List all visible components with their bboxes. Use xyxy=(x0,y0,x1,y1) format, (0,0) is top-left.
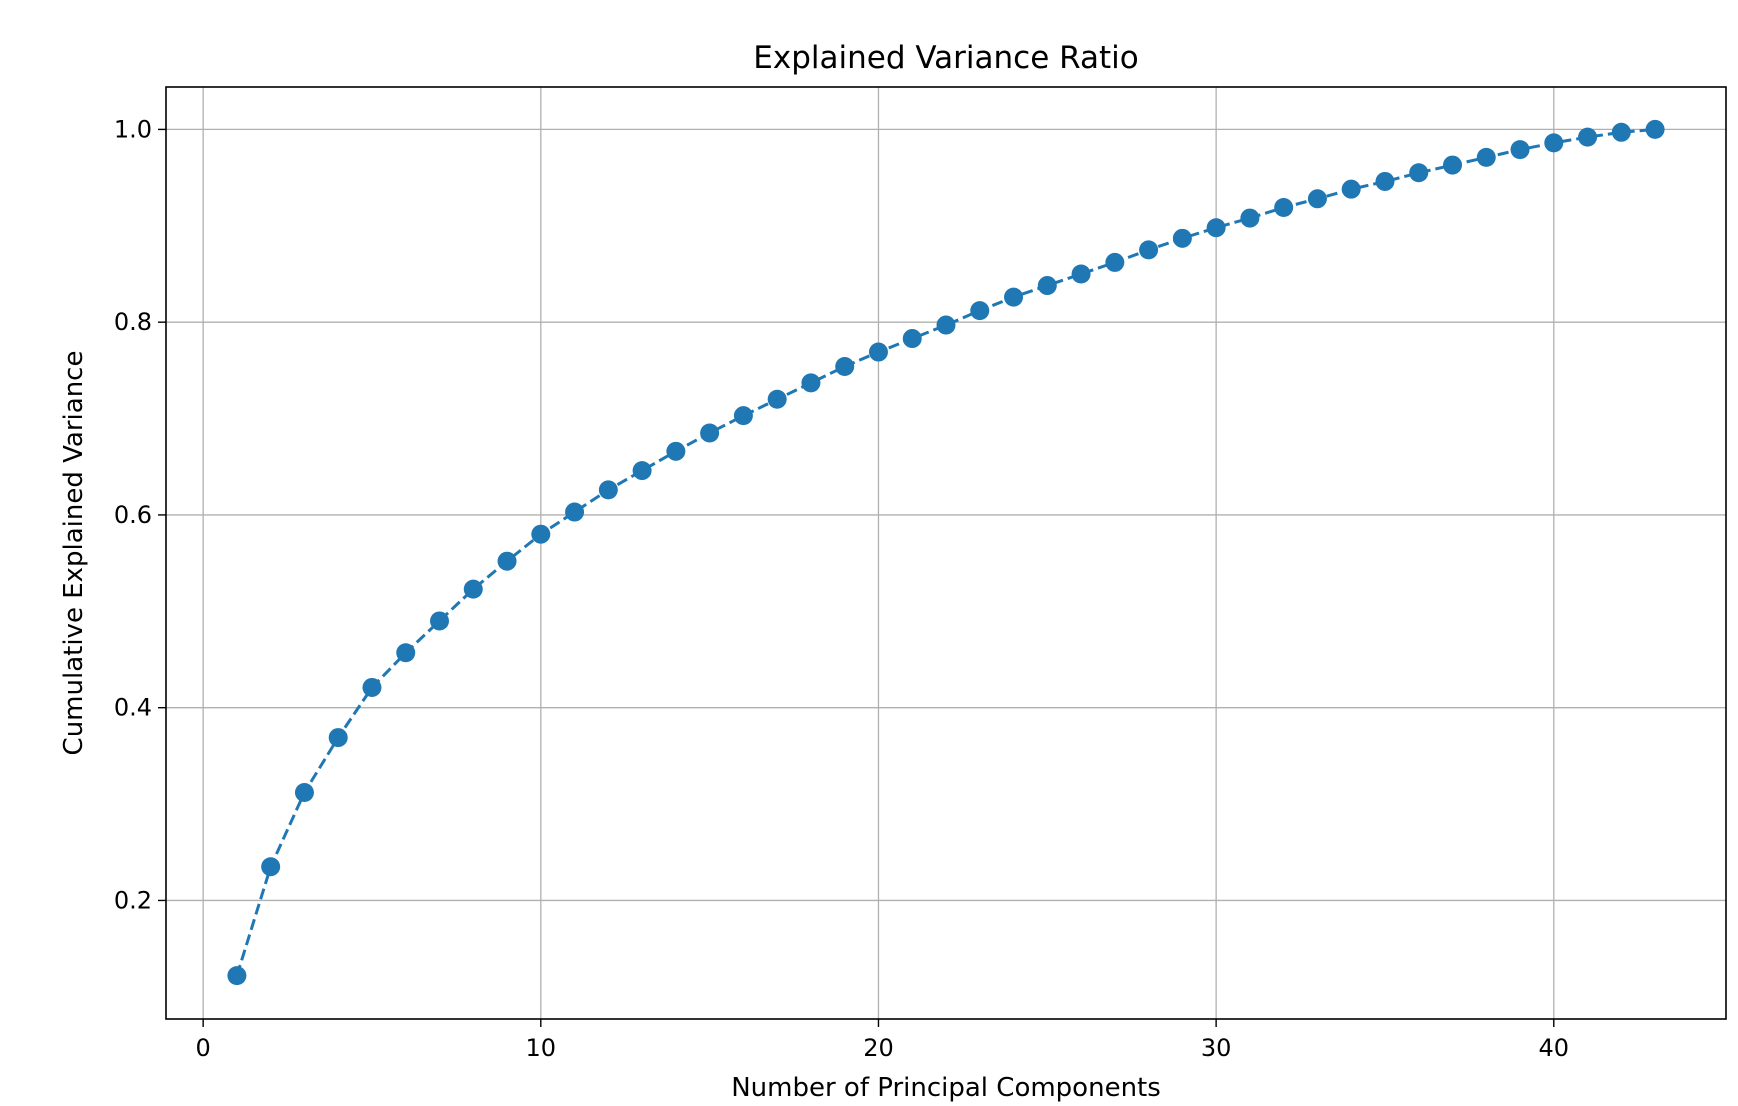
data-point xyxy=(1409,163,1429,183)
data-point xyxy=(1004,287,1024,307)
data-point xyxy=(227,966,247,986)
x-tick-label: 30 xyxy=(1201,1034,1232,1062)
data-point xyxy=(362,677,382,697)
data-point xyxy=(1071,264,1091,284)
x-tick-label: 40 xyxy=(1539,1034,1570,1062)
x-tick-label: 10 xyxy=(526,1034,557,1062)
data-point xyxy=(801,373,821,393)
data-point xyxy=(328,728,348,748)
y-tick-label: 0.8 xyxy=(114,308,152,336)
data-point xyxy=(1442,155,1462,175)
data-point xyxy=(970,301,990,321)
data-point xyxy=(1037,276,1057,296)
data-point xyxy=(835,357,855,377)
data-point xyxy=(261,857,281,877)
data-point xyxy=(767,389,787,409)
y-tick-label: 0.2 xyxy=(114,886,152,914)
data-point xyxy=(497,551,517,571)
data-point xyxy=(1645,119,1665,139)
data-point xyxy=(902,329,922,349)
data-point xyxy=(868,342,888,362)
data-point xyxy=(632,461,652,481)
data-point xyxy=(1544,133,1564,153)
data-point xyxy=(1274,197,1294,217)
data-point xyxy=(700,423,720,443)
data-point xyxy=(666,441,686,461)
series-cumulative-variance xyxy=(227,119,1665,986)
data-point xyxy=(463,579,483,599)
data-point xyxy=(1341,179,1361,199)
data-point xyxy=(430,611,450,631)
data-point xyxy=(1578,127,1598,147)
data-point xyxy=(1375,171,1395,191)
x-axis-ticks: 0 10 20 30 40 xyxy=(196,1019,1570,1062)
x-tick-label: 0 xyxy=(196,1034,211,1062)
y-axis-label: Cumulative Explained Variance xyxy=(59,351,89,756)
x-tick-label: 20 xyxy=(863,1034,894,1062)
data-point xyxy=(565,502,585,522)
data-point xyxy=(531,524,551,544)
data-point xyxy=(1139,240,1159,260)
data-point xyxy=(294,783,314,803)
data-point xyxy=(1611,122,1631,142)
data-point xyxy=(936,315,956,335)
y-tick-label: 1.0 xyxy=(114,115,152,143)
data-point xyxy=(1476,147,1496,167)
data-point xyxy=(1172,228,1192,248)
chart-title: Explained Variance Ratio xyxy=(753,40,1138,76)
data-point xyxy=(598,480,618,500)
y-axis-ticks: 0.2 0.4 0.6 0.8 1.0 xyxy=(114,115,166,914)
data-point xyxy=(396,643,416,663)
data-point xyxy=(1240,208,1260,228)
data-point xyxy=(1307,189,1327,209)
y-tick-label: 0.6 xyxy=(114,501,152,529)
y-tick-label: 0.4 xyxy=(114,694,152,722)
x-axis-label: Number of Principal Components xyxy=(731,1073,1161,1103)
plot-frame xyxy=(165,86,1727,1020)
data-point xyxy=(1206,218,1226,238)
data-point xyxy=(733,406,753,426)
data-point xyxy=(1510,140,1530,160)
data-point xyxy=(1105,252,1125,272)
